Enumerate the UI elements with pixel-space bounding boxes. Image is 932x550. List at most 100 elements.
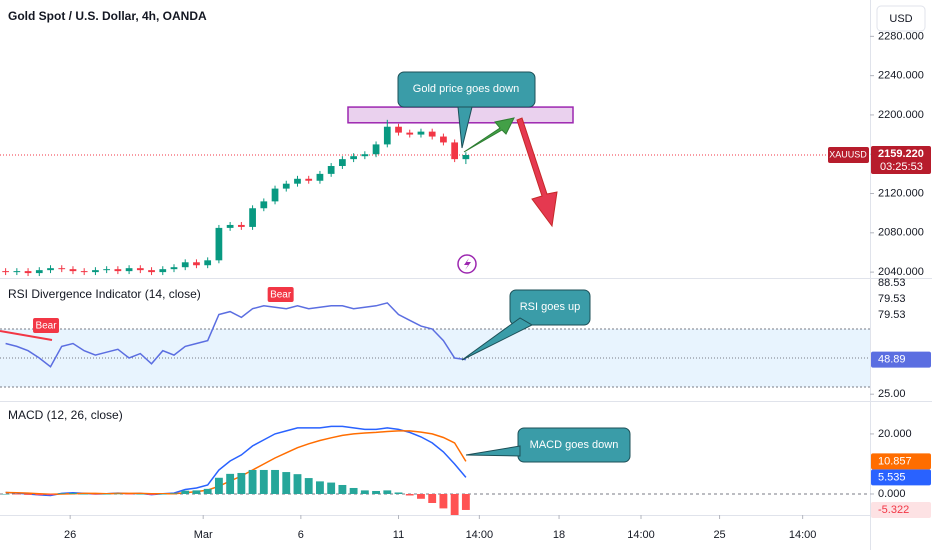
candle-body bbox=[204, 260, 212, 266]
candle-body bbox=[249, 208, 256, 227]
candle-body bbox=[80, 271, 88, 273]
callout-macd: MACD goes down bbox=[465, 427, 631, 463]
candle-body bbox=[103, 269, 111, 271]
candle-body bbox=[417, 131, 425, 135]
histogram-bar bbox=[57, 493, 66, 494]
histogram-bar bbox=[237, 472, 246, 494]
y-tick-label: 2040.000 bbox=[878, 266, 924, 278]
candle-body bbox=[462, 154, 470, 160]
histogram-bar bbox=[91, 493, 100, 495]
currency-label[interactable]: USD bbox=[889, 13, 912, 25]
price-tag-bg bbox=[871, 145, 931, 174]
currency-button[interactable] bbox=[876, 5, 926, 32]
histogram-bar bbox=[327, 482, 336, 494]
last-value-label-bg bbox=[871, 501, 931, 518]
histogram-bar bbox=[428, 493, 437, 503]
candle-body bbox=[13, 271, 21, 273]
pivot-label: 79.53 bbox=[878, 293, 906, 305]
histogram-bar bbox=[450, 493, 459, 515]
histogram-bar bbox=[181, 490, 190, 494]
callout-text: Gold price goes down bbox=[413, 83, 519, 95]
x-tick-label: 14:00 bbox=[466, 529, 494, 541]
callout-price: Gold price goes down bbox=[397, 71, 536, 149]
histogram-bar bbox=[203, 488, 212, 494]
y-tick-label: 20.000 bbox=[878, 428, 912, 440]
callout-pointer bbox=[457, 106, 473, 149]
candle-body bbox=[136, 268, 144, 271]
candle-body bbox=[226, 224, 234, 228]
lightning-icon[interactable] bbox=[457, 254, 477, 274]
histogram-bar bbox=[147, 493, 156, 495]
histogram-bar bbox=[394, 492, 403, 494]
candle-body bbox=[327, 166, 335, 174]
last-value-label: 5.535 bbox=[878, 471, 906, 483]
y-tick-label: 2080.000 bbox=[878, 227, 924, 239]
candle-body bbox=[125, 268, 133, 272]
histogram-bar bbox=[192, 490, 201, 494]
histogram-bar bbox=[158, 493, 167, 495]
signal-bg bbox=[267, 287, 294, 302]
last-value-label-bg bbox=[871, 469, 931, 486]
countdown: 03:25:53 bbox=[880, 161, 923, 173]
histogram-bar bbox=[46, 493, 55, 496]
candle-body bbox=[305, 178, 313, 181]
y-tick-label: 2280.000 bbox=[878, 30, 924, 42]
signal-bg bbox=[33, 318, 60, 333]
callout-pointer bbox=[465, 445, 521, 457]
last-price-label: 2159.220 bbox=[878, 148, 924, 160]
candle-body bbox=[193, 262, 200, 266]
candle-body bbox=[69, 269, 77, 272]
arrow-up bbox=[463, 117, 515, 153]
candle-body bbox=[237, 224, 245, 227]
candle-body bbox=[35, 270, 43, 274]
pivot-label: 79.53 bbox=[878, 309, 906, 321]
histogram-bar bbox=[136, 493, 145, 495]
histogram-bar bbox=[293, 474, 302, 494]
histogram-bar bbox=[383, 490, 392, 494]
icon-bolt[interactable] bbox=[464, 258, 471, 270]
callout-text: RSI goes up bbox=[520, 301, 581, 313]
histogram-bar bbox=[102, 493, 111, 495]
candle-body bbox=[406, 132, 414, 135]
histogram-bar bbox=[316, 481, 324, 494]
histogram-bar bbox=[405, 493, 414, 496]
histogram-bar bbox=[417, 493, 425, 499]
y-tick-label: 25.00 bbox=[878, 388, 906, 400]
candle-body bbox=[114, 269, 122, 272]
current-label: 48.89 bbox=[878, 353, 906, 365]
histogram-bar bbox=[24, 493, 32, 495]
histogram-bar bbox=[69, 493, 77, 494]
histogram-bar bbox=[282, 472, 291, 494]
y-tick-label: 2120.000 bbox=[878, 187, 924, 199]
candle-body bbox=[451, 142, 459, 160]
histogram-bar bbox=[226, 473, 235, 494]
rsi-title: RSI Divergence Indicator (14, close) bbox=[8, 287, 201, 301]
x-tick-label: 14:00 bbox=[789, 529, 817, 541]
candle-body bbox=[350, 156, 357, 160]
x-tick-label: 18 bbox=[553, 529, 565, 541]
x-tick-label: 11 bbox=[393, 529, 404, 541]
histogram-bar bbox=[1, 493, 10, 495]
candle-body bbox=[24, 271, 32, 274]
x-tick-label: Mar bbox=[194, 529, 213, 541]
current-label-bg bbox=[871, 351, 931, 368]
callout-box bbox=[517, 427, 631, 463]
candle-body bbox=[260, 201, 268, 209]
signal-label: Bear bbox=[270, 290, 292, 301]
candle-body bbox=[361, 154, 369, 157]
rsi-line bbox=[5, 302, 467, 368]
candle-body bbox=[47, 268, 54, 271]
candle-body bbox=[428, 131, 436, 137]
histogram-bar bbox=[360, 490, 369, 494]
histogram-bar bbox=[271, 469, 279, 494]
x-tick-label: 14:00 bbox=[627, 529, 655, 541]
last-value-label: 10.857 bbox=[878, 455, 912, 467]
symbol-tag: XAUUSD bbox=[829, 149, 867, 159]
candle-body bbox=[181, 262, 189, 268]
y-tick-label: 2200.000 bbox=[878, 109, 924, 121]
histogram-bar bbox=[214, 477, 223, 494]
candle-body bbox=[148, 270, 155, 273]
last-value-label-bg bbox=[871, 453, 931, 470]
histogram-bar bbox=[12, 493, 21, 495]
candle-body bbox=[170, 267, 178, 270]
